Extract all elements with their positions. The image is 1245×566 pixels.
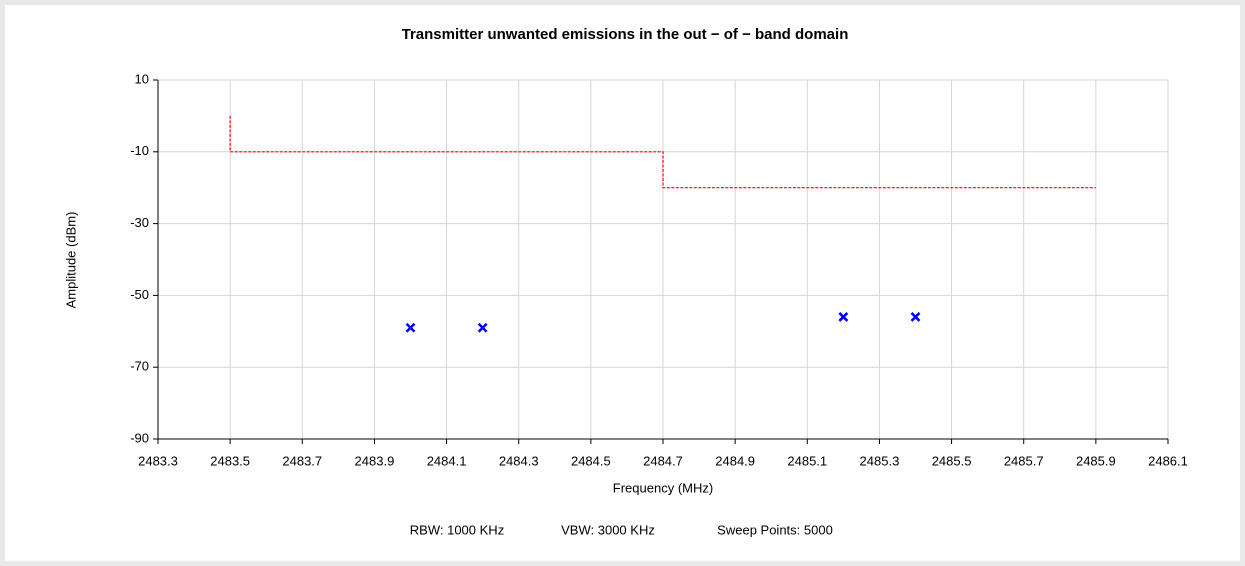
data-point (838, 312, 849, 322)
x-tick-label: 2485.3 (860, 453, 900, 468)
data-point (910, 312, 921, 322)
x-tick-label: 2483.5 (210, 453, 250, 468)
x-tick-label: 2486.1 (1148, 453, 1188, 468)
x-tick-label: 2484.9 (715, 453, 755, 468)
y-axis-label: Amplitude (dBm) (63, 212, 78, 309)
data-point (405, 322, 416, 333)
y-tick-label: -90 (130, 430, 149, 445)
x-tick-label: 2485.5 (932, 453, 972, 468)
panel (5, 5, 1240, 561)
x-tick-label: 2485.9 (1076, 453, 1116, 468)
y-tick-label: 10 (135, 71, 149, 86)
x-axis-label: Frequency (MHz) (613, 480, 713, 495)
x-tick-label: 2484.5 (571, 453, 611, 468)
x-tick-label: 2483.7 (282, 453, 322, 468)
y-tick-label: -70 (130, 359, 149, 374)
x-tick-label: 2485.7 (1004, 453, 1044, 468)
footer-text: RBW: 1000 KHz (410, 522, 504, 537)
chart-title: Transmitter unwanted emissions in the ou… (402, 26, 849, 43)
x-tick-label: 2484.7 (643, 453, 683, 468)
footer-text: Sweep Points: 5000 (717, 522, 833, 537)
x-tick-label: 2484.1 (427, 453, 467, 468)
y-tick-label: -50 (130, 287, 149, 302)
data-point (477, 322, 488, 333)
x-tick-label: 2483.3 (138, 453, 178, 468)
x-tick-label: 2485.1 (787, 453, 827, 468)
y-tick-label: -10 (130, 143, 149, 158)
x-tick-label: 2483.9 (355, 453, 395, 468)
limit-line (229, 115, 1096, 189)
y-tick-label: -30 (130, 215, 149, 230)
footer-text: VBW: 3000 KHz (561, 522, 655, 537)
x-tick-label: 2484.3 (499, 453, 539, 468)
